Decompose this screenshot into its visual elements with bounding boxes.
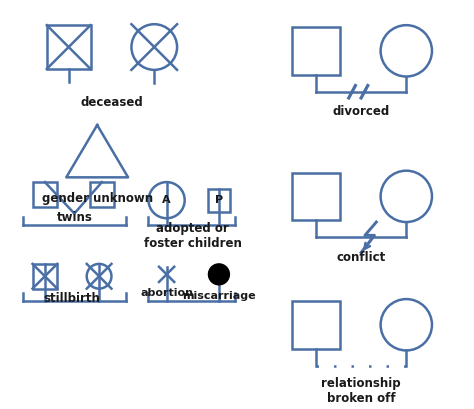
Text: conflict: conflict (337, 251, 386, 263)
Text: twins: twins (56, 211, 92, 224)
Bar (292, 301, 340, 348)
Bar (90, 182, 114, 207)
Text: miscarriage: miscarriage (182, 290, 256, 301)
Text: adopted or
foster children: adopted or foster children (144, 222, 242, 250)
Text: relationship
broken off: relationship broken off (321, 377, 401, 405)
Bar (208, 189, 230, 211)
Text: abortion: abortion (140, 288, 193, 298)
Bar (292, 27, 340, 74)
Bar (33, 182, 57, 207)
Bar (47, 25, 91, 69)
Text: divorced: divorced (332, 105, 390, 118)
Circle shape (209, 264, 229, 285)
Text: stillbirth: stillbirth (44, 292, 100, 306)
Bar (33, 264, 57, 289)
Text: A: A (162, 195, 171, 205)
Text: gender unknown: gender unknown (42, 191, 153, 204)
Text: P: P (215, 195, 223, 205)
Text: deceased: deceased (80, 97, 143, 110)
Bar (292, 173, 340, 220)
